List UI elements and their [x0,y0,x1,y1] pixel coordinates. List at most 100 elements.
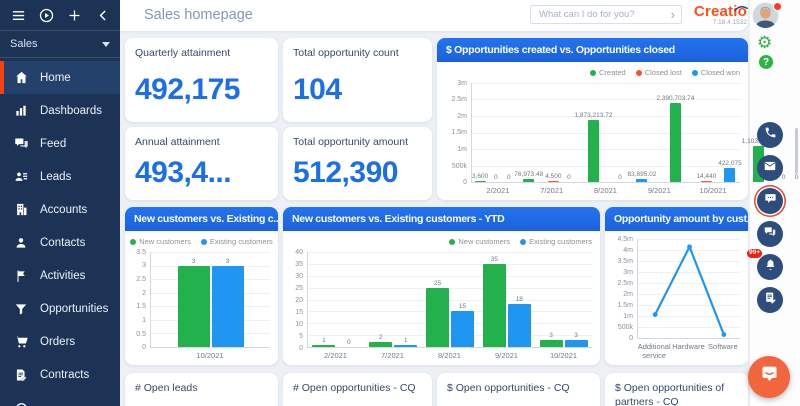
value-label: 3 [191,257,196,265]
add-new-icon[interactable] [65,6,83,24]
gridline [638,294,740,295]
messages-button[interactable] [757,221,783,247]
card-open-opportunities-partners-cq: $ Open opportunities of partners - CQ [605,373,748,406]
home-icon [13,70,29,85]
support-chat-fab[interactable] [748,356,790,398]
email-icon [763,159,777,178]
sidebar-item-activities[interactable]: Activities [0,259,120,292]
gridline [308,311,592,313]
gridline [151,319,270,321]
chart-card-opportunities-created-vs-closed: $ Opportunities created vs. Opportunitie… [437,38,798,200]
run-process-icon[interactable] [37,6,55,24]
sidebar-item-feed[interactable]: Feed [0,127,120,160]
contract-icon [13,368,29,382]
card-open-opportunities-amount-cq: $ Open opportunities - CQ [437,373,600,406]
gear-icon[interactable]: ⚙ [757,33,773,52]
sidebar-item-leads[interactable]: Leads [0,160,120,193]
sidebar-item-contracts[interactable]: Contracts [0,358,120,391]
sidebar-item-accounts[interactable]: Accounts [0,193,120,226]
notifications-button[interactable]: 99+ [747,249,783,280]
sidebar-item-opportunities[interactable]: Opportunities [0,292,120,325]
legend-label: Closed won [700,68,740,77]
value-label: 15 [458,303,467,311]
leads-icon [13,169,29,184]
search-input[interactable] [537,8,667,21]
main-area: Sales homepage › Creatio 7.18.4.1532 ⚙ ? [120,0,800,406]
chart-title[interactable]: Opportunity amount by cust... [605,207,748,231]
email-button[interactable] [757,155,783,181]
chart-card-opportunity-amount-by-customer: Opportunity amount by cust... 4.5m 4m 3.5m… [605,207,748,365]
legend-dot [449,238,456,245]
sidebar-item-label: Feed [40,137,67,150]
search-submit-icon[interactable]: › [670,7,675,22]
sidebar-item-contacts[interactable]: Contacts [0,226,120,259]
tasks-button[interactable] [757,287,783,313]
kpi-card-quarterly-attainment: Quarterly attainment 492,175 [125,38,278,122]
bar-slot: 2,390,703.74 [656,83,694,182]
bar [539,339,563,347]
hamburger-menu-icon[interactable] [9,6,27,24]
bar [507,304,531,347]
legend-item: Closed won [691,68,740,77]
sidebar-toolbar [0,0,120,31]
sidebar-item-partial[interactable] [0,391,120,406]
chart-title[interactable]: New customers vs. Existing customers - Y… [283,207,600,231]
value-label: 3 [574,331,578,339]
kpi-title: Total opportunity amount [293,136,408,148]
gridline [472,132,740,134]
chat-button[interactable] [757,188,783,214]
legend-dot [130,238,137,245]
tasks-icon [764,291,777,309]
bar-group: 35 18 [482,252,531,347]
bar-slot: 0 [778,83,789,182]
bar [669,103,681,182]
bar [211,265,244,347]
sidebar-item-home[interactable]: Home [0,61,120,94]
value-label: 3 [225,257,230,265]
legend-dot [520,238,527,245]
bar [523,179,535,182]
bar [700,181,712,182]
phone-button[interactable] [757,122,783,148]
value-label: 3 [549,331,553,339]
avatar[interactable] [753,3,778,28]
gridline [638,327,740,328]
bar [177,265,210,347]
chart-title[interactable]: $ Opportunities created vs. Opportunitie… [437,38,748,62]
bar-slot: 3 [177,252,210,347]
bar-slot: 0 [337,252,360,347]
workplace-selector[interactable]: Sales [0,31,120,58]
gridline [638,304,740,306]
chart-body: 3m 2.5m 2m 1.5m 1m 500k 0 3,600 0 0 76,973.48 4,500… [445,79,798,187]
gridline [472,115,740,117]
kpi-card-annual-attainment: Annual attainment 493,4... [125,127,278,200]
sidebar-item-dashboards[interactable]: Dashboards [0,94,120,127]
value-label: 76,973.48 [514,171,544,179]
bar [312,344,336,347]
bar [474,181,486,182]
gridline [638,250,740,251]
kpi-value: 104 [293,72,342,106]
sidebar-item-label: Orders [40,335,76,348]
bar [369,342,393,347]
version-label: 7.18.4.1532 [712,19,747,26]
sidebar-item-orders[interactable]: Orders [0,325,120,358]
gridline [308,335,592,337]
legend-label: New customers [139,237,191,246]
kpi-value: 492,175 [135,72,240,106]
value-label: 0 [506,174,511,181]
bar-slot: 3 [211,252,244,347]
bar-group: 25 15 [425,252,474,347]
help-icon[interactable]: ? [759,55,773,69]
card-title: # Open leads [135,382,198,394]
chart-title[interactable]: New customers vs. Existing c... [125,207,278,231]
collapse-sidebar-icon[interactable] [93,6,111,24]
kpi-title: Quarterly attainment [135,47,231,59]
vertical-scrollbar[interactable] [795,128,798,174]
bar-slot: 0 [503,83,514,182]
bar [394,344,418,347]
cart-icon [13,334,29,349]
